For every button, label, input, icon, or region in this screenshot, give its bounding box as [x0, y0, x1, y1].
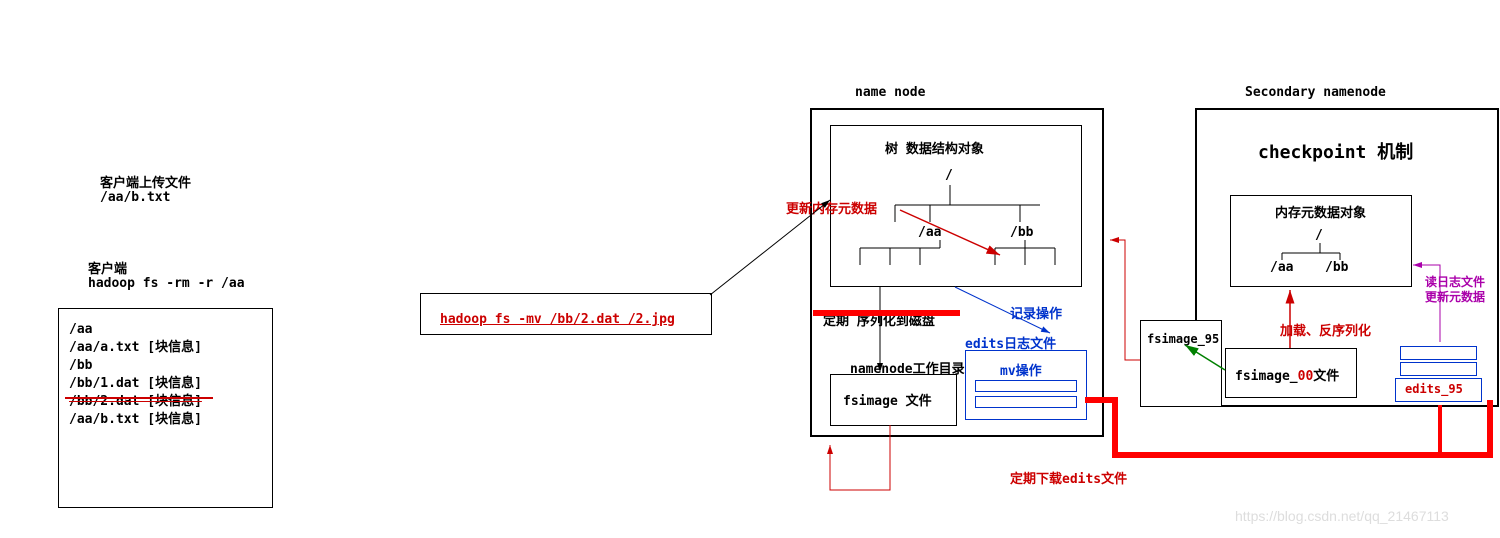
edits-line-2	[975, 396, 1077, 408]
tree-aa: /aa	[918, 225, 941, 240]
fsimage-suffix: 文件	[1313, 369, 1339, 384]
edits-line-1	[975, 380, 1077, 392]
sec-aa: /aa	[1270, 260, 1293, 275]
tree-bb: /bb	[1010, 225, 1033, 240]
record-op-label: 记录操作	[1010, 303, 1062, 322]
client-title: 客户端	[88, 258, 127, 277]
fsimage00-label: fsimage_00文件	[1235, 365, 1339, 384]
watermark-text: https://blog.csdn.net/qq_21467113	[1235, 508, 1449, 524]
edits95-box1	[1400, 346, 1477, 360]
fsimage-prefix: fsimage_	[1235, 369, 1298, 384]
file-l6: /aa/b.txt [块信息]	[69, 411, 262, 429]
update-mem-label: 更新内存元数据	[786, 198, 877, 217]
sec-root: /	[1315, 228, 1323, 243]
mv-cmd-text: hadoop fs -mv /bb/2.dat /2.jpg	[440, 312, 675, 327]
namenode-title: name node	[855, 85, 925, 100]
client-cmd: hadoop fs -rm -r /aa	[88, 276, 245, 291]
edits95-box2	[1400, 362, 1477, 376]
secondary-title: Secondary namenode	[1245, 85, 1386, 100]
file-l2: /aa/a.txt [块信息]	[69, 339, 262, 357]
periodic-label: 定期 序列化到磁盘	[823, 310, 935, 329]
client-upload-path: /aa/b.txt	[100, 190, 170, 205]
file-l5: /bb/2.dat [块信息]	[69, 393, 262, 411]
client-upload-title: 客户端上传文件	[100, 172, 191, 191]
checkpoint-title: checkpoint 机制	[1258, 138, 1413, 164]
fsimage-label: fsimage 文件	[843, 390, 932, 409]
load-deser-label: 加载、反序列化	[1280, 320, 1371, 339]
memobj-title: 内存元数据对象	[1275, 202, 1366, 221]
fsimage-num: 00	[1298, 369, 1314, 384]
sec-bb: /bb	[1325, 260, 1348, 275]
file-l3: /bb	[69, 357, 262, 375]
tree-title: 树 数据结构对象	[885, 138, 984, 157]
file-l1: /aa	[69, 321, 262, 339]
readlog-l2: 更新元数据	[1425, 288, 1485, 305]
download-label: 定期下载edits文件	[1010, 468, 1127, 487]
fsimage95-label: fsimage_95	[1147, 332, 1219, 346]
client-file-box: /aa /aa/a.txt [块信息] /bb /bb/1.dat [块信息] …	[58, 308, 273, 508]
edits95-label: edits_95	[1405, 382, 1463, 396]
file-l4: /bb/1.dat [块信息]	[69, 375, 262, 393]
tree-root: /	[945, 168, 953, 183]
mv-op-label: mv操作	[1000, 360, 1042, 379]
